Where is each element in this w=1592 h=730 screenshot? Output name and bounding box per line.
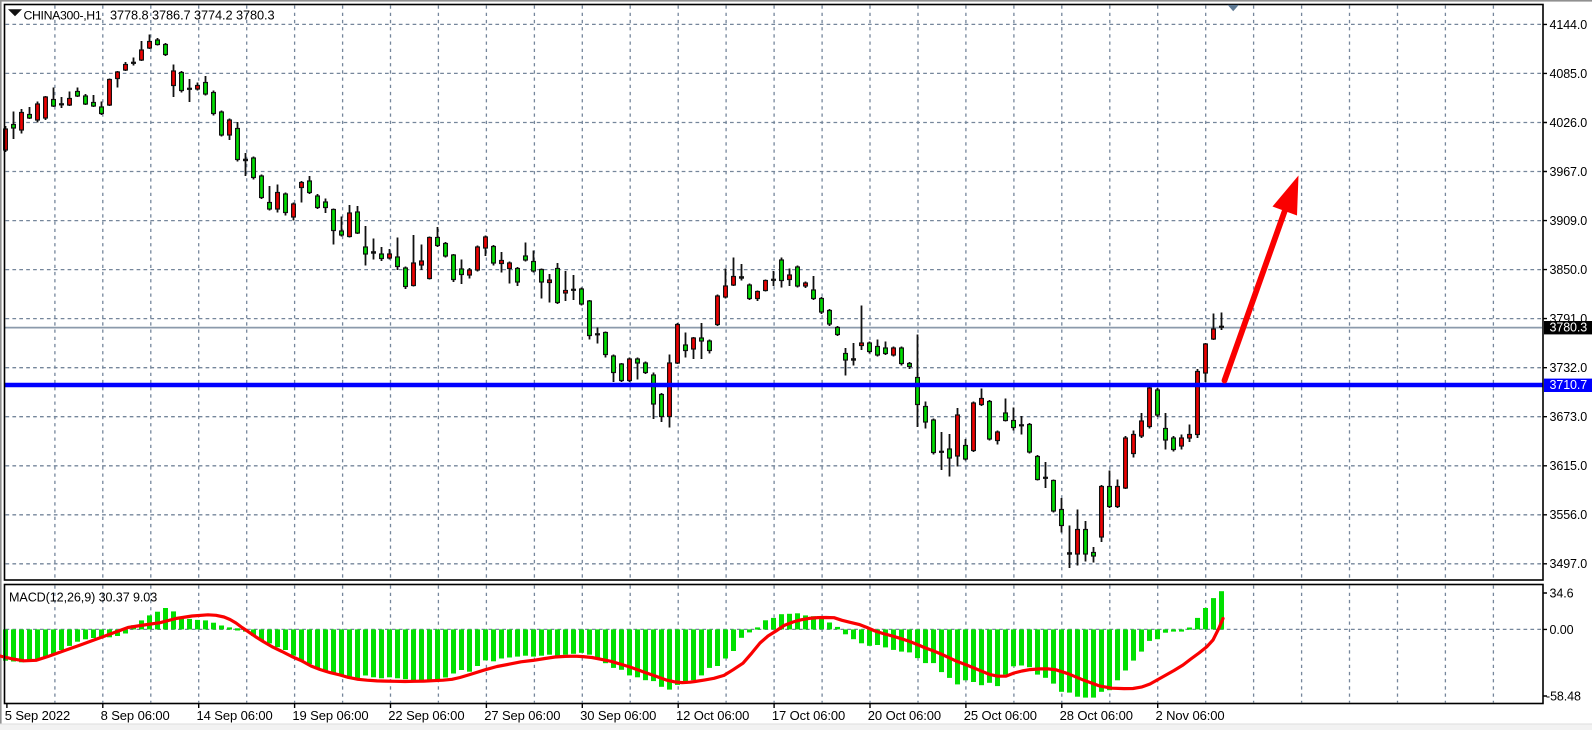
svg-text:25 Oct 06:00: 25 Oct 06:00 — [964, 708, 1037, 723]
svg-text:5 Sep 2022: 5 Sep 2022 — [5, 708, 71, 723]
svg-text:3732.0: 3732.0 — [1550, 361, 1588, 375]
svg-text:3673.0: 3673.0 — [1550, 410, 1588, 424]
svg-text:3778.8 3786.7 3774.2 3780.3: 3778.8 3786.7 3774.2 3780.3 — [110, 7, 275, 22]
svg-text:4144.0: 4144.0 — [1550, 18, 1588, 32]
svg-text:12 Oct 06:00: 12 Oct 06:00 — [676, 708, 749, 723]
svg-text:4085.0: 4085.0 — [1550, 67, 1588, 81]
svg-text:0.00: 0.00 — [1550, 623, 1574, 637]
svg-text:CHINA300-,H1: CHINA300-,H1 — [24, 8, 102, 22]
svg-text:17 Oct 06:00: 17 Oct 06:00 — [772, 708, 845, 723]
svg-text:3497.0: 3497.0 — [1550, 557, 1588, 571]
svg-text:27 Sep 06:00: 27 Sep 06:00 — [484, 708, 560, 723]
svg-text:30 Sep 06:00: 30 Sep 06:00 — [580, 708, 656, 723]
svg-text:3710.7: 3710.7 — [1550, 378, 1588, 392]
svg-text:3615.0: 3615.0 — [1550, 459, 1588, 473]
svg-text:3780.3: 3780.3 — [1550, 321, 1588, 335]
svg-text:19 Sep 06:00: 19 Sep 06:00 — [292, 708, 368, 723]
svg-text:28 Oct 06:00: 28 Oct 06:00 — [1060, 708, 1133, 723]
svg-text:-58.48: -58.48 — [1546, 689, 1581, 703]
svg-text:8 Sep 06:00: 8 Sep 06:00 — [101, 708, 170, 723]
svg-text:MACD(12,26,9) 30.37 9.03: MACD(12,26,9) 30.37 9.03 — [9, 591, 157, 605]
svg-text:2 Nov 06:00: 2 Nov 06:00 — [1156, 708, 1225, 723]
svg-text:3850.0: 3850.0 — [1550, 263, 1588, 277]
svg-text:3909.0: 3909.0 — [1550, 214, 1588, 228]
svg-text:3967.0: 3967.0 — [1550, 165, 1588, 179]
svg-text:3791.0: 3791.0 — [1550, 312, 1588, 326]
svg-text:3556.0: 3556.0 — [1550, 508, 1588, 522]
svg-text:4026.0: 4026.0 — [1550, 116, 1588, 130]
svg-text:20 Oct 06:00: 20 Oct 06:00 — [868, 708, 941, 723]
svg-text:34.6: 34.6 — [1550, 586, 1574, 600]
svg-text:22 Sep 06:00: 22 Sep 06:00 — [388, 708, 464, 723]
svg-text:14 Sep 06:00: 14 Sep 06:00 — [197, 708, 273, 723]
